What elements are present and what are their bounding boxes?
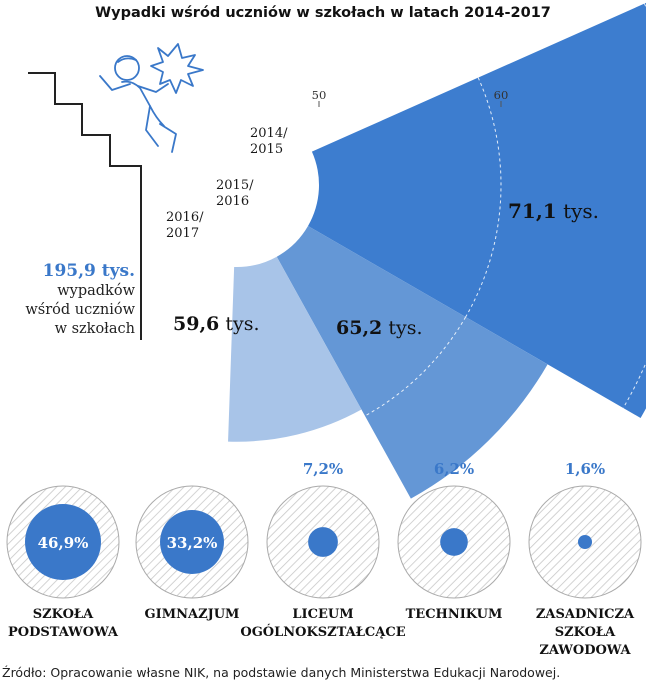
year-label: 2015	[250, 142, 283, 157]
chart-title: Wypadki wśród uczniów w szkołach w latac…	[95, 5, 551, 21]
person-falling-down-stairs-icon	[99, 43, 204, 153]
stairs-illustration	[28, 72, 142, 340]
school-label: OGÓLNOKSZTAŁCĄCE	[240, 623, 405, 640]
school-share-circle	[577, 534, 593, 550]
school-label: ZASADNICZA	[536, 607, 635, 622]
year-label: 2015/	[216, 178, 254, 193]
source-note: Źródło: Opracowanie własne NIK, na podst…	[2, 665, 561, 680]
sector-2015/-2016	[276, 226, 548, 499]
total-label-line-2: wśród uczniów	[25, 302, 135, 318]
accidents-chart: 506070 tys.2014/20152015/20162016/201771…	[6, 2, 646, 658]
year-label: 2016	[216, 194, 249, 209]
school-share-circle	[440, 528, 468, 556]
school-label: LICEUM	[292, 607, 353, 622]
school-label: GIMNAZJUM	[145, 607, 240, 622]
grid-arc	[364, 316, 467, 417]
grid-arc	[465, 77, 502, 318]
share-label: 7,2%	[303, 460, 343, 478]
value-label: 71,1 tys.	[508, 199, 599, 223]
school-share-circle	[160, 510, 224, 574]
share-label: 46,9%	[38, 534, 89, 552]
total-value: 195,9 tys.	[43, 261, 135, 281]
share-label: 33,2%	[167, 534, 218, 552]
year-label: 2017	[166, 226, 199, 241]
school-label: TECHNIKUM	[406, 607, 503, 622]
school-label: PODSTAWOWA	[8, 625, 119, 640]
school-label: SZKOŁA	[555, 625, 616, 640]
year-label: 2014/	[250, 126, 288, 141]
axis-tick-label: 60	[494, 88, 509, 102]
value-label: 59,6 tys.	[173, 313, 259, 335]
sector-2016/-2017	[228, 256, 362, 442]
school-label: ZAWODOWA	[539, 643, 631, 658]
axis-tick-label: 50	[312, 88, 327, 102]
school-share-circle	[25, 504, 101, 580]
school-label: SZKOŁA	[33, 607, 94, 622]
year-label: 2016/	[166, 210, 204, 225]
school-share-circle	[308, 527, 338, 557]
share-label: 1,6%	[565, 460, 605, 478]
total-label-line-1: wypadków	[57, 283, 135, 299]
sector-2014/-2015	[308, 2, 646, 419]
share-label: 6,2%	[434, 460, 474, 478]
value-label: 65,2 tys.	[336, 317, 422, 339]
total-label-line-3: w szkołach	[55, 321, 135, 337]
